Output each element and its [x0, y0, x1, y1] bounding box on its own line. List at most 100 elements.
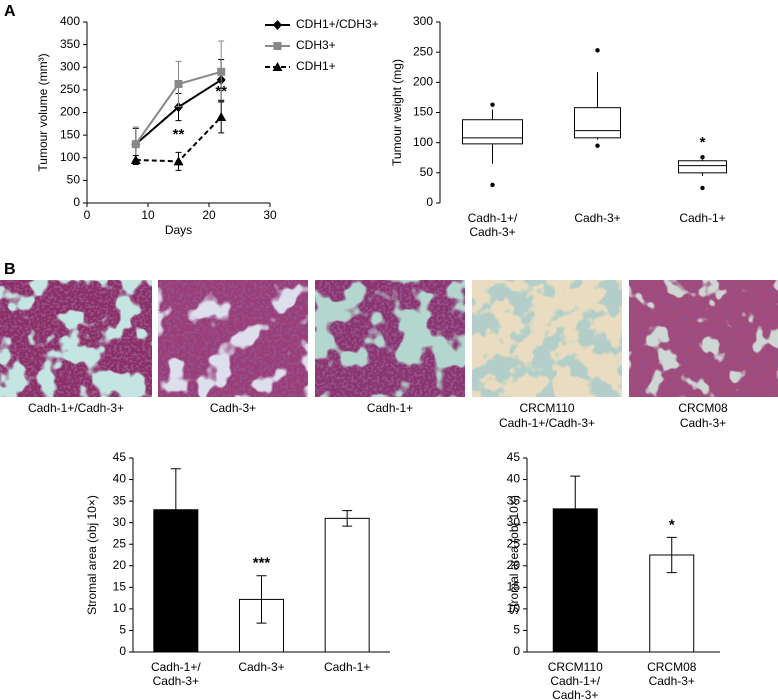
marker	[272, 62, 283, 71]
x-tick-label: Cadh-3+	[469, 225, 515, 239]
y-tick-label: 25	[507, 536, 521, 550]
legend-label: CDH1+	[296, 59, 336, 73]
outlier	[595, 143, 600, 148]
marker	[217, 67, 226, 76]
x-tick-label: CRCM110	[548, 660, 603, 674]
histology-image	[472, 280, 622, 397]
image-caption: Cadh-3+	[680, 416, 726, 430]
x-tick-label: Cadh-3+	[238, 660, 284, 674]
histology-image	[0, 280, 152, 397]
y-tick-label: 30	[507, 515, 521, 529]
y-tick-label: 30	[113, 515, 127, 529]
x-tick-label: Cadh-3+	[153, 674, 199, 688]
annotation: **	[173, 126, 185, 143]
x-tick-label: Cadh-1+/	[468, 211, 518, 225]
annotation: *	[700, 134, 706, 151]
marker	[273, 42, 282, 50]
outlier	[595, 48, 600, 53]
y-tick-label: 100	[60, 150, 80, 164]
marker	[130, 155, 141, 165]
x-tick-label: CRCM08	[647, 660, 697, 674]
y-axis-label: Tumour weight (mg)	[390, 59, 404, 166]
y-tick-label: 20	[507, 558, 521, 572]
y-tick-label: 35	[113, 493, 127, 507]
annotation: ***	[253, 555, 271, 572]
box	[462, 119, 523, 145]
image-caption: CRCM110	[519, 401, 574, 415]
x-tick-label: Cadh-3+	[552, 688, 598, 700]
x-tick-label: Cadh-1+/	[550, 674, 600, 688]
x-axis-label: Days	[165, 223, 192, 237]
y-tick-label: 45	[507, 450, 521, 464]
outlier	[490, 182, 495, 188]
y-tick-label: 50	[420, 165, 434, 179]
x-tick-label: Cadh-3+	[649, 674, 695, 688]
image-caption: Cadh-3+	[210, 401, 256, 415]
x-tick-label: Cadh-1+	[324, 660, 370, 674]
image-caption: Cadh-1+	[367, 401, 413, 415]
y-tick-label: 40	[113, 472, 127, 486]
marker	[174, 79, 183, 88]
y-tick-label: 150	[413, 105, 433, 119]
y-tick-label: 200	[60, 105, 80, 119]
y-tick-label: 40	[507, 472, 521, 486]
box	[574, 107, 621, 139]
image-caption: Cadh-1+/Cadh-3+	[499, 416, 595, 430]
histology-image	[158, 280, 308, 397]
y-tick-label: 200	[413, 75, 433, 89]
marker	[131, 140, 140, 149]
y-tick-label: 350	[60, 37, 80, 51]
y-tick-label: 25	[113, 536, 127, 550]
bar	[153, 509, 199, 653]
bar	[239, 598, 284, 653]
y-tick-label: 400	[60, 14, 80, 28]
marker	[216, 112, 227, 122]
bar	[649, 554, 695, 653]
bar	[552, 508, 598, 653]
panel-label: A	[4, 3, 16, 20]
y-tick-label: 0	[73, 195, 80, 209]
bar	[324, 517, 370, 653]
y-axis-label: Stromal area (obj 10×)	[85, 495, 99, 615]
marker	[173, 156, 184, 166]
y-tick-label: 0	[426, 195, 433, 209]
outlier	[490, 102, 495, 107]
image-caption: Cadh-1+/Cadh-3+	[28, 401, 124, 415]
y-tick-label: 5	[513, 623, 520, 637]
y-tick-label: 250	[60, 82, 80, 96]
histology-image	[629, 280, 778, 397]
y-tick-label: 300	[413, 14, 433, 28]
y-tick-label: 15	[507, 580, 521, 594]
y-tick-label: 150	[60, 127, 80, 141]
annotation: **	[215, 83, 227, 100]
outlier	[700, 154, 705, 160]
y-tick-label: 50	[67, 173, 81, 187]
x-tick-label: Cadh-1+	[679, 211, 725, 225]
y-tick-label: 5	[119, 623, 126, 637]
panel-label: B	[4, 261, 16, 278]
y-tick-label: 20	[113, 558, 127, 572]
y-tick-label: 10	[113, 601, 127, 615]
x-tick-label: 10	[141, 208, 155, 222]
annotation: *	[669, 516, 675, 533]
y-tick-label: 100	[413, 135, 433, 149]
y-tick-label: 0	[513, 644, 520, 658]
x-tick-label: 0	[84, 208, 91, 222]
marker	[273, 20, 282, 30]
outlier	[700, 185, 705, 191]
y-tick-label: 15	[113, 580, 127, 594]
image-caption: CRCM08	[678, 401, 728, 415]
box	[678, 160, 727, 174]
x-tick-label: 20	[202, 208, 216, 222]
y-axis-label: Stromal area (obj 10×)	[507, 495, 521, 615]
y-tick-label: 250	[413, 44, 433, 58]
y-tick-label: 300	[60, 59, 80, 73]
y-tick-label: 45	[113, 450, 127, 464]
x-tick-label: Cadh-3+	[574, 211, 620, 225]
histology-image	[315, 280, 465, 397]
legend-label: CDH3+	[296, 38, 336, 52]
y-axis-label: Tumour volume (mm³)	[36, 53, 50, 171]
y-tick-label: 10	[507, 601, 521, 615]
